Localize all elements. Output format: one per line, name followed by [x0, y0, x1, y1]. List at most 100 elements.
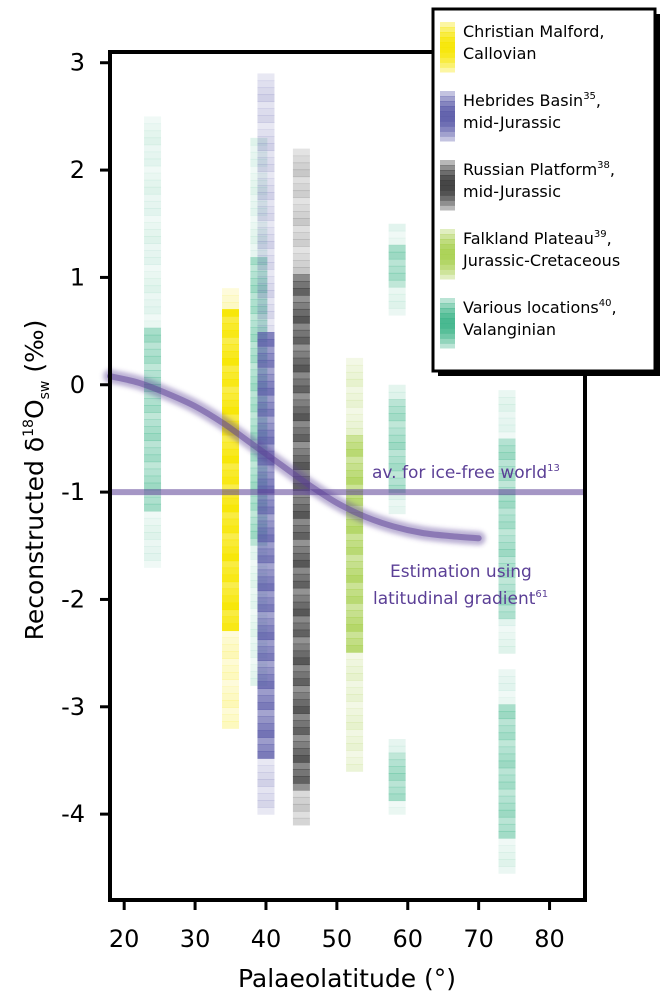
russian-segment	[292, 685, 310, 693]
y-tick-label: 3	[70, 49, 85, 77]
christian-segment	[222, 700, 240, 708]
christian-segment	[222, 574, 240, 583]
russian-segment	[292, 552, 310, 561]
christian-segment	[222, 399, 240, 408]
russian-segment	[292, 657, 310, 666]
various-segment	[388, 237, 406, 246]
hebrides-segment	[257, 220, 275, 228]
y-tick-label: 0	[70, 371, 85, 399]
christian-segment	[222, 553, 240, 562]
various-segment	[144, 355, 162, 364]
hebrides-segment	[257, 513, 275, 522]
various-segment	[498, 542, 516, 550]
russian-segment	[292, 448, 310, 456]
various-segment	[250, 179, 268, 188]
y-axis-title: Reconstructed δ18Osw (‰)	[20, 320, 53, 641]
various-segment	[250, 222, 268, 230]
falkland-segment	[346, 582, 364, 590]
christian-segment	[222, 351, 240, 359]
christian-segment	[222, 385, 240, 394]
russian-segment	[292, 455, 310, 463]
various-segment	[388, 752, 406, 761]
hebrides-segment	[257, 304, 275, 312]
various-segment	[388, 463, 406, 472]
christian-segment	[222, 532, 240, 541]
icefree-label: av. for ice-free world13	[372, 463, 560, 483]
legend-swatch-russian	[440, 170, 455, 176]
various-segment	[144, 517, 162, 526]
hebrides-segment	[257, 338, 275, 347]
falkland-segment	[346, 666, 364, 674]
hebrides-segment	[257, 283, 275, 291]
various-segment	[388, 265, 406, 274]
various-segment	[144, 306, 162, 315]
various-segment	[498, 563, 516, 571]
legend-label-various-line2: Valanginian	[463, 320, 556, 339]
hebrides-segment	[257, 611, 275, 620]
various-segment	[250, 313, 268, 321]
russian-segment	[292, 790, 310, 798]
y-axis-title-part3: (‰)	[20, 320, 49, 381]
falkland-segment	[346, 757, 364, 765]
hebrides-segment	[257, 653, 275, 662]
legend-swatch-falkland	[440, 249, 455, 255]
christian-segment	[222, 595, 240, 604]
various-segment	[388, 793, 406, 802]
russian-segment	[292, 566, 310, 575]
legend-swatch-hebrides	[440, 136, 455, 142]
hebrides-segment	[257, 115, 275, 123]
various-segment	[388, 470, 406, 479]
hebrides-segment	[257, 255, 275, 263]
various-segment	[388, 807, 406, 815]
hebrides-segment	[257, 688, 275, 696]
christian-segment	[222, 644, 240, 653]
various-segment	[388, 456, 406, 465]
russian-segment	[292, 148, 310, 157]
various-segment	[388, 442, 406, 450]
hebrides-segment	[257, 387, 275, 396]
legend-label-russian: Russian Platform38,	[463, 160, 615, 179]
various-segment	[144, 510, 162, 519]
russian-segment	[292, 288, 310, 296]
various-segment	[144, 334, 162, 343]
hebrides-segment	[257, 660, 275, 668]
hebrides-segment	[257, 206, 275, 214]
hebrides-segment	[257, 87, 275, 96]
hebrides-segment	[257, 94, 275, 103]
various-segment	[388, 477, 406, 486]
christian-segment	[222, 623, 240, 632]
legend-swatch-various	[440, 298, 455, 304]
falkland-segment	[346, 462, 364, 471]
falkland-segment	[346, 729, 364, 737]
various-segment	[498, 445, 516, 454]
hebrides-segment	[257, 716, 275, 724]
russian-segment	[292, 420, 310, 429]
falkland-segment	[346, 427, 364, 436]
various-segment	[498, 604, 516, 613]
various-segment	[144, 461, 162, 470]
russian-segment	[292, 601, 310, 610]
hebrides-segment	[257, 702, 275, 710]
hebrides-segment	[257, 80, 275, 89]
falkland-segment	[346, 364, 364, 373]
russian-segment	[292, 518, 310, 526]
russian-segment	[292, 322, 310, 331]
falkland-segment	[346, 708, 364, 716]
hebrides-segment	[257, 604, 275, 613]
various-segment	[498, 632, 516, 640]
russian-segment	[292, 399, 310, 408]
russian-segment	[292, 225, 310, 233]
hebrides-segment	[257, 213, 275, 221]
legend-swatch-falkland	[440, 264, 455, 270]
legend-swatch-christian	[440, 32, 455, 38]
russian-segment	[292, 364, 310, 373]
legend-swatch-various	[440, 323, 455, 329]
legend-swatch-russian	[440, 160, 455, 166]
falkland-segment	[346, 631, 364, 639]
christian-segment	[222, 302, 240, 310]
russian-segment	[292, 615, 310, 624]
russian-segment	[292, 253, 310, 261]
hebrides-segment	[257, 192, 275, 200]
legend-label-falkland: Falkland Plateau39,	[463, 229, 612, 248]
hebrides-segment	[257, 199, 275, 207]
